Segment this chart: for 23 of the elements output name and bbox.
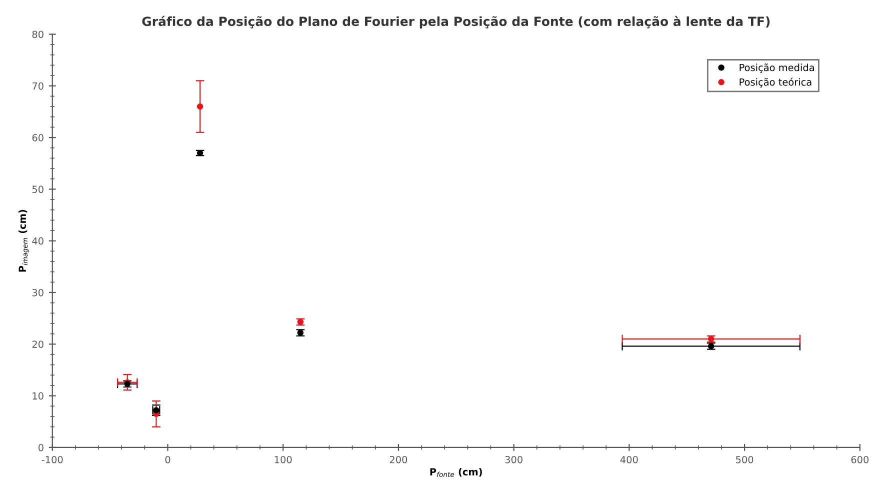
x-tick-label: 400	[620, 456, 638, 464]
legend-label: Posição medida	[740, 63, 814, 73]
y-tick-label: 40	[32, 237, 44, 245]
x-tick-label: 100	[274, 456, 292, 464]
y-axis-title: P$_{imagem}$ (cm)	[18, 210, 29, 272]
x-axis-title: P$_{fonte}$ (cm)	[430, 468, 482, 478]
y-tick-label: 30	[32, 288, 44, 296]
chart-title: Gráfico da Posição do Plano de Fourier pela Posição da Fonte (com relação à lente da TF)	[142, 16, 770, 28]
x-tick-label: 500	[736, 456, 754, 464]
x-tick-label: 300	[505, 456, 522, 464]
y-tick-label: 0	[38, 444, 44, 452]
point	[196, 103, 204, 110]
y-tick-label: 80	[32, 30, 44, 38]
x-tick-label: 600	[851, 456, 869, 464]
y-tick-label: 70	[32, 82, 44, 90]
y-tick-label: 20	[32, 340, 44, 348]
y-tick-label: 50	[32, 186, 44, 194]
x-tick-label: 200	[390, 456, 408, 464]
y-tick-label: 60	[32, 134, 44, 142]
legend-label: Posição teórica	[740, 78, 812, 88]
x-tick-label: 0	[165, 456, 170, 464]
y-tick-label: 10	[32, 392, 44, 400]
x-tick-label: -100	[42, 456, 63, 464]
